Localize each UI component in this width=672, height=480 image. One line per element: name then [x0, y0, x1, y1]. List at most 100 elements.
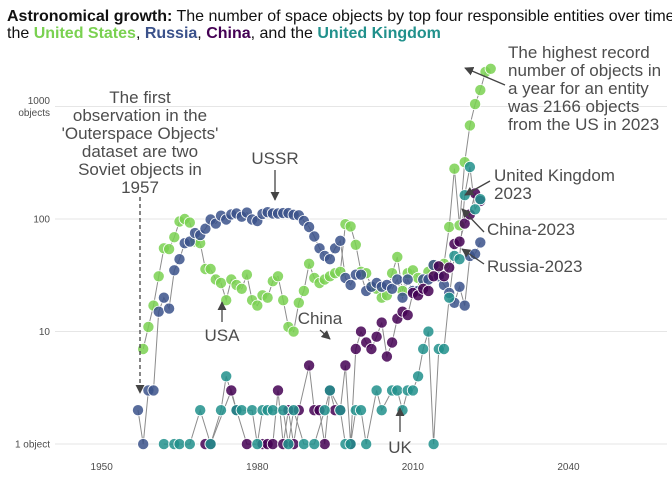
- data-point-russia: [168, 264, 181, 277]
- data-point-united-states: [287, 325, 300, 338]
- data-point-united-kingdom: [422, 325, 435, 338]
- data-point-china: [422, 284, 435, 297]
- y-tick-label: 10: [39, 327, 51, 338]
- data-point-china: [380, 350, 393, 363]
- annotation-arrows: [135, 67, 506, 432]
- data-point-united-kingdom: [391, 384, 404, 397]
- data-point-russia: [474, 236, 487, 249]
- china-2023-arrow: [461, 208, 485, 233]
- data-point-russia: [354, 268, 367, 281]
- ussr-annotation: USSR: [251, 149, 298, 168]
- data-point-china: [303, 359, 316, 372]
- data-point-russia: [401, 273, 414, 286]
- data-point-united-kingdom: [469, 203, 482, 216]
- data-point-united-states: [214, 276, 227, 289]
- data-point-united-kingdom: [443, 291, 456, 304]
- data-point-united-kingdom: [266, 404, 279, 417]
- x-axis-tick-labels: 1950 1980 2010 2040: [91, 462, 580, 473]
- data-point-united-states: [240, 268, 253, 281]
- data-point-united-states: [142, 320, 155, 333]
- data-point-china: [375, 316, 388, 329]
- series-points: [131, 62, 497, 451]
- data-point-united-states: [448, 162, 461, 175]
- data-point-russia: [323, 253, 336, 266]
- data-point-united-states: [349, 238, 362, 251]
- data-point-united-kingdom: [453, 253, 466, 266]
- data-point-united-states: [297, 284, 310, 297]
- data-point-united-kingdom: [406, 384, 419, 397]
- y-tick-label: 1 object: [15, 440, 50, 451]
- russia-2023-arrow: [461, 248, 485, 265]
- x-tick-label: 1980: [246, 462, 269, 473]
- data-point-united-states: [292, 296, 305, 309]
- data-point-united-kingdom: [437, 342, 450, 355]
- data-point-united-states: [152, 270, 165, 283]
- data-point-russia: [147, 384, 160, 397]
- data-point-russia: [157, 291, 170, 304]
- data-point-russia: [344, 278, 357, 291]
- data-point-united-kingdom: [474, 193, 487, 206]
- data-point-united-kingdom: [297, 438, 310, 451]
- data-point-russia: [391, 273, 404, 286]
- data-point-united-states: [163, 243, 176, 256]
- data-point-russia: [303, 220, 316, 233]
- data-point-united-states: [251, 299, 264, 312]
- x-tick-label: 2010: [402, 462, 425, 473]
- data-point-united-states: [469, 98, 482, 111]
- data-point-united-kingdom: [183, 438, 196, 451]
- china-arrow: [319, 329, 331, 340]
- china-2023-annotation: China-2023: [487, 220, 575, 239]
- data-point-united-states: [271, 270, 284, 283]
- data-point-united-states: [484, 62, 497, 75]
- data-point-united-states: [443, 220, 456, 233]
- annotation-texts: The first observation in the 'Outerspace O…: [62, 43, 661, 457]
- data-point-russia: [453, 280, 466, 293]
- data-point-russia: [386, 282, 399, 295]
- data-point-united-kingdom: [287, 404, 300, 417]
- russia-2023-annotation: Russia-2023: [487, 257, 582, 276]
- data-point-united-states: [168, 231, 181, 244]
- data-point-united-kingdom: [214, 404, 227, 417]
- data-point-united-kingdom: [344, 438, 357, 451]
- data-point-china: [443, 261, 456, 274]
- chart-title-segment: United Kingdom: [317, 25, 441, 42]
- data-point-united-kingdom: [220, 370, 233, 383]
- uk-2023-arrow: [464, 180, 491, 196]
- data-point-united-states: [391, 250, 404, 263]
- data-point-russia: [308, 230, 321, 243]
- data-point-united-kingdom: [194, 404, 207, 417]
- chart-title-line2: the United States, Russia, China, and th…: [7, 25, 441, 42]
- data-point-united-kingdom: [235, 404, 248, 417]
- data-point-china: [266, 438, 279, 451]
- data-point-china: [240, 438, 253, 451]
- uk-2023-annotation: United Kingdom 2023: [494, 166, 615, 203]
- data-point-united-states: [344, 220, 357, 233]
- y-tick-label: 1000 objects: [18, 96, 50, 119]
- usa-annotation: USA: [205, 326, 241, 345]
- x-tick-label: 1950: [91, 462, 114, 473]
- x-tick-label: 2040: [557, 462, 580, 473]
- data-point-united-states: [277, 294, 290, 307]
- data-point-united-kingdom: [282, 438, 295, 451]
- highest-record-arrow: [464, 67, 506, 86]
- data-point-united-states: [463, 119, 476, 132]
- data-point-united-kingdom: [246, 404, 259, 417]
- data-point-united-states: [261, 291, 274, 304]
- data-point-russia: [131, 404, 144, 417]
- uk-annotation: UK: [388, 438, 412, 457]
- y-tick-label: 100: [33, 215, 50, 226]
- data-point-united-kingdom: [412, 370, 425, 383]
- chart-title-segment: , and the: [251, 25, 318, 42]
- data-point-russia: [137, 438, 150, 451]
- data-point-united-kingdom: [308, 438, 321, 451]
- data-point-russia: [396, 291, 409, 304]
- first-observation-annotation: The first observation in the 'Outerspace O…: [62, 88, 219, 197]
- chart-title-segment: the: [7, 25, 34, 42]
- china-annotation: China: [298, 309, 343, 328]
- y-axis-tick-labels: 1 object 10 100 1000 objects: [15, 96, 50, 451]
- data-point-united-kingdom: [396, 404, 409, 417]
- data-point-united-kingdom: [323, 384, 336, 397]
- data-point-china: [225, 384, 238, 397]
- data-point-russia: [334, 234, 347, 247]
- data-point-united-kingdom: [354, 404, 367, 417]
